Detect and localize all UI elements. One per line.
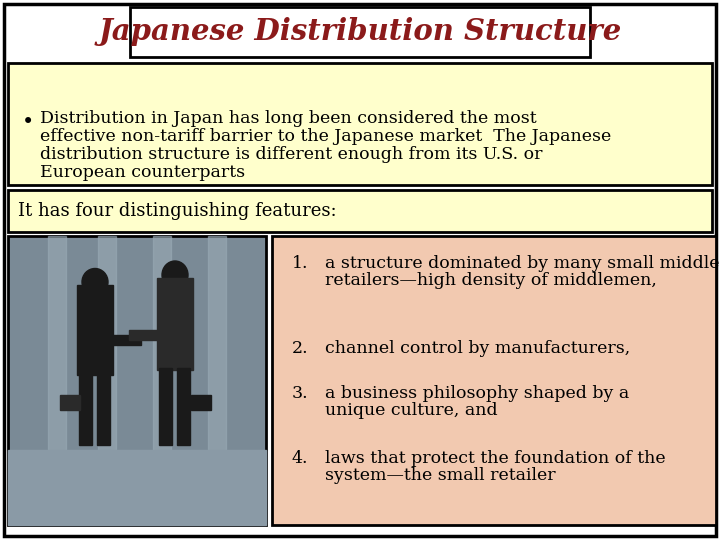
Text: laws that protect the foundation of the: laws that protect the foundation of the bbox=[325, 450, 665, 467]
Text: a structure dominated by many small middlemen dealing with many small: a structure dominated by many small midd… bbox=[325, 255, 720, 272]
Text: It has four distinguishing features:: It has four distinguishing features: bbox=[18, 202, 337, 220]
Text: a business philosophy shaped by a: a business philosophy shaped by a bbox=[325, 385, 629, 402]
Text: 2.: 2. bbox=[292, 340, 309, 357]
FancyBboxPatch shape bbox=[8, 63, 712, 185]
Bar bbox=[60, 395, 80, 410]
Bar bbox=[48, 236, 66, 460]
Bar bbox=[8, 450, 266, 525]
Text: effective non-tariff barrier to the Japanese market  The Japanese: effective non-tariff barrier to the Japa… bbox=[40, 128, 611, 145]
Bar bbox=[77, 285, 113, 375]
Bar bbox=[97, 373, 110, 445]
Bar bbox=[129, 330, 159, 340]
Text: Japanese Distribution Structure: Japanese Distribution Structure bbox=[99, 17, 621, 46]
FancyBboxPatch shape bbox=[4, 4, 716, 536]
Text: 1.: 1. bbox=[292, 255, 308, 272]
Bar bbox=[177, 368, 190, 445]
Bar bbox=[153, 236, 171, 460]
Text: Distribution in Japan has long been considered the most: Distribution in Japan has long been cons… bbox=[40, 110, 536, 127]
Text: unique culture, and: unique culture, and bbox=[325, 402, 498, 419]
Bar bbox=[191, 395, 211, 410]
Text: retailers—high density of middlemen,: retailers—high density of middlemen, bbox=[325, 272, 657, 289]
Text: European counterparts: European counterparts bbox=[40, 164, 245, 181]
FancyBboxPatch shape bbox=[272, 236, 716, 525]
Ellipse shape bbox=[82, 268, 108, 295]
Text: channel control by manufacturers,: channel control by manufacturers, bbox=[325, 340, 630, 357]
Bar bbox=[79, 373, 92, 445]
Bar bbox=[157, 278, 193, 370]
FancyBboxPatch shape bbox=[130, 7, 590, 57]
Bar bbox=[208, 236, 226, 460]
FancyBboxPatch shape bbox=[8, 190, 712, 232]
Bar bbox=[98, 236, 116, 460]
Text: system—the small retailer: system—the small retailer bbox=[325, 467, 556, 484]
Bar bbox=[8, 236, 266, 525]
Text: 4.: 4. bbox=[292, 450, 308, 467]
Bar bbox=[159, 368, 172, 445]
Ellipse shape bbox=[162, 261, 188, 289]
Text: 3.: 3. bbox=[292, 385, 309, 402]
Bar bbox=[111, 335, 141, 345]
Text: •: • bbox=[22, 112, 35, 132]
Text: distribution structure is different enough from its U.S. or: distribution structure is different enou… bbox=[40, 146, 542, 163]
